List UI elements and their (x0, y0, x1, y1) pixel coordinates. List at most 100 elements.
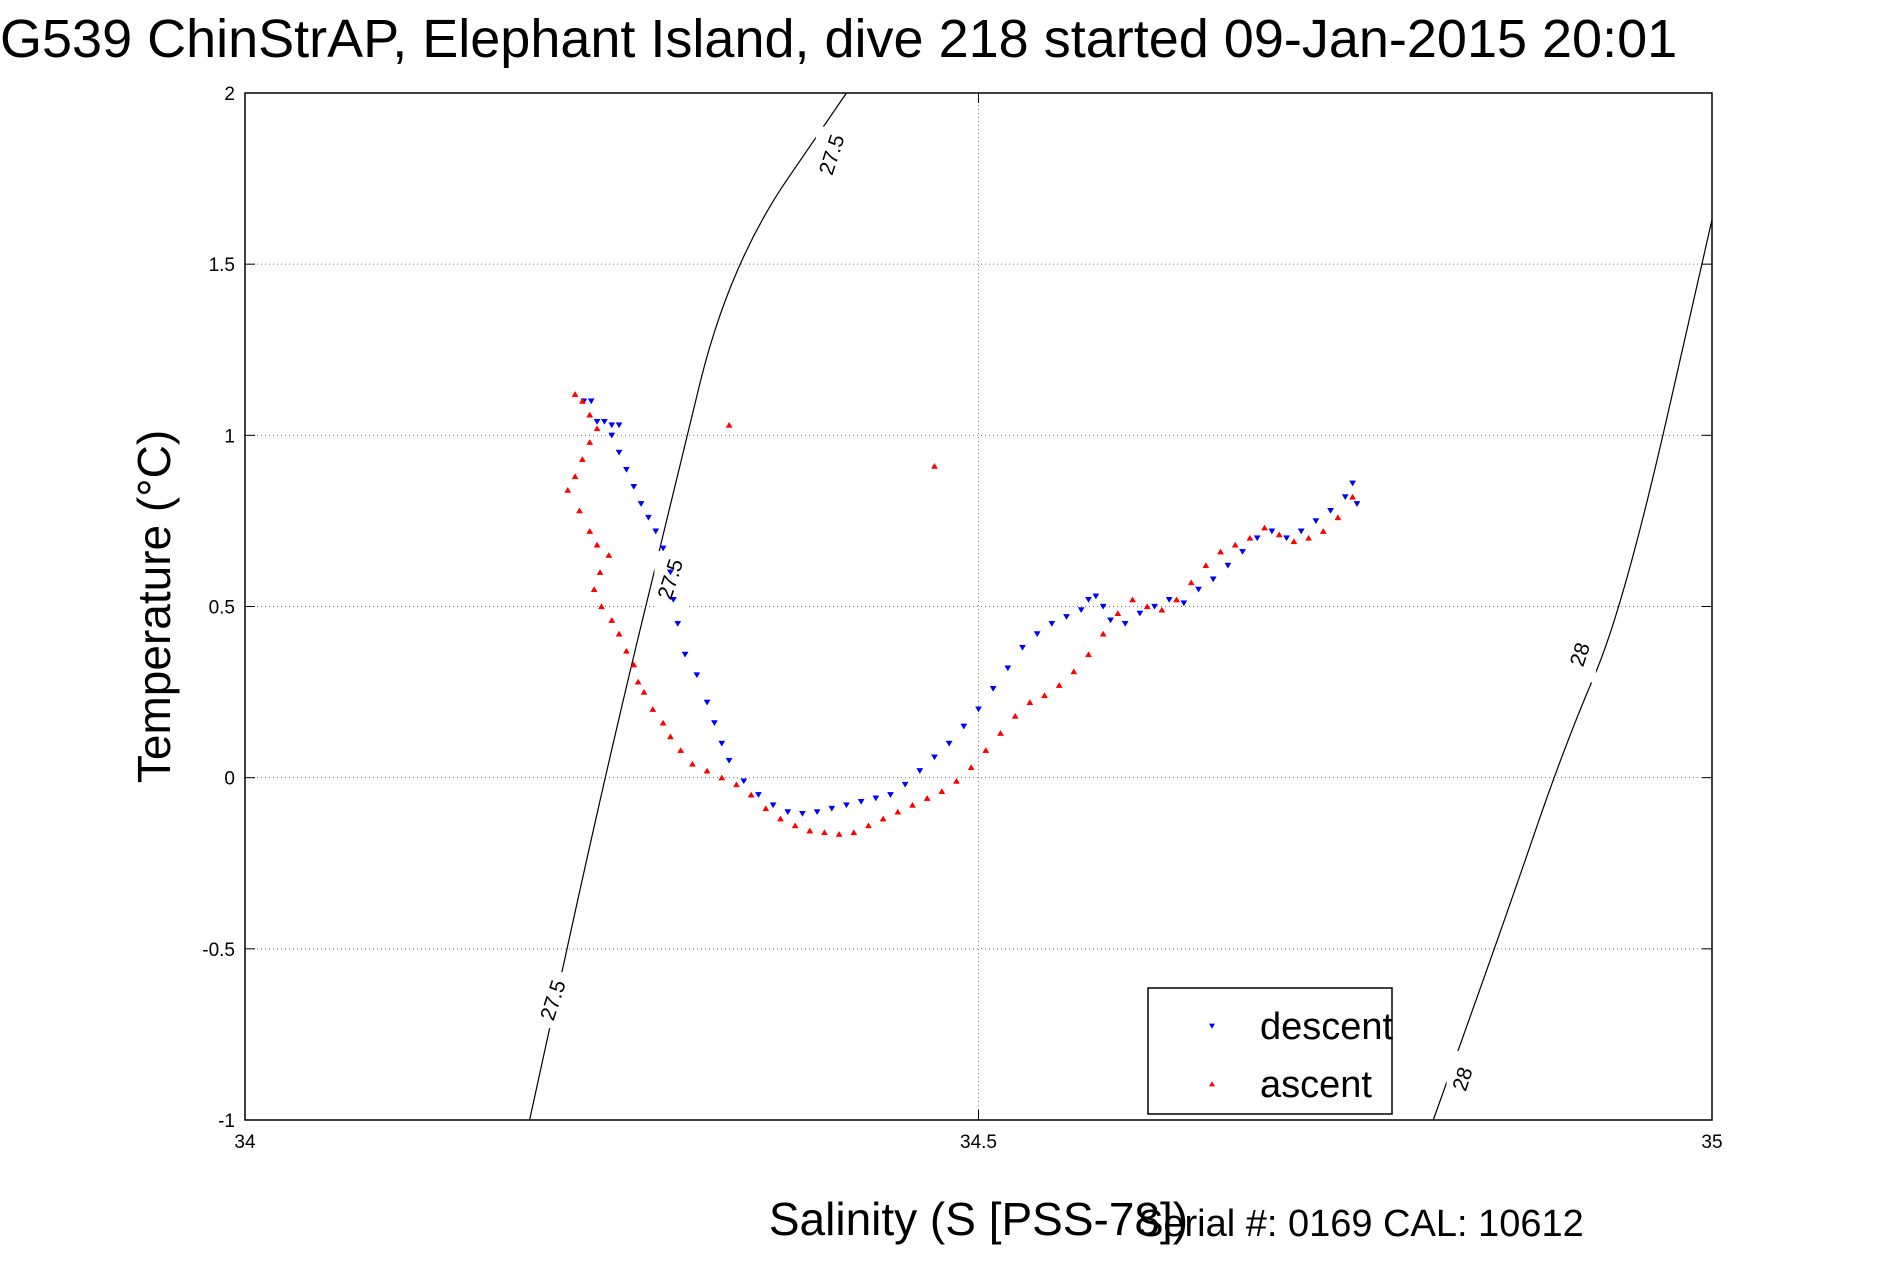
ascent-point (1129, 596, 1136, 603)
ascent-point (703, 767, 711, 774)
ascent-point (1187, 579, 1195, 586)
chart-title: G539 ChinStrAP, Elephant Island, dive 21… (0, 9, 1678, 69)
descent-point (1151, 603, 1158, 610)
x-tick-label: 35 (1701, 1132, 1722, 1153)
ascent-point (894, 808, 902, 815)
ascent-point (1217, 548, 1224, 555)
ascent-point (1275, 531, 1283, 538)
ascent-point (923, 795, 931, 801)
descent-point (1077, 607, 1085, 614)
descent-point (887, 792, 894, 798)
descent-point (1268, 528, 1276, 535)
ascent-point (938, 788, 946, 795)
ascent-point (578, 456, 586, 462)
descent-point (1085, 597, 1092, 603)
descent-point (828, 805, 836, 812)
ascent-point (1070, 668, 1078, 675)
descent-point (1253, 535, 1261, 542)
ascent-point (590, 586, 598, 593)
descent-point (630, 484, 638, 490)
ascent-point (615, 630, 623, 637)
legend-label-descent: descent (1260, 1006, 1394, 1048)
ascent-point (564, 486, 572, 493)
ascent-point (593, 425, 601, 432)
ascent-point (1143, 603, 1151, 610)
ascent-point (593, 541, 601, 548)
descent-point (1349, 480, 1357, 487)
ascent-point (596, 569, 604, 575)
descent-point (1341, 494, 1349, 501)
descent-point (718, 740, 726, 747)
ascent-point (659, 719, 667, 726)
descent-point (989, 686, 997, 692)
ascent-point (1085, 651, 1092, 658)
descent-point (901, 781, 909, 788)
ascent-point (1261, 524, 1268, 531)
y-tick-label: -1 (218, 1111, 235, 1132)
ascent-point (1319, 527, 1327, 534)
descent-point (945, 740, 953, 747)
descent-point (644, 514, 652, 521)
ascent-point (1041, 692, 1048, 699)
ascent-point (931, 462, 938, 469)
descent-point (1019, 644, 1026, 651)
ascent-point (571, 473, 579, 480)
ascent-point (1246, 534, 1254, 541)
ascent-point (666, 733, 674, 740)
legend-marker-descent (1209, 1023, 1215, 1029)
descent-point (681, 651, 689, 658)
y-tick-label: 0 (224, 769, 235, 790)
ascent-point (1026, 699, 1034, 706)
descent-point (652, 528, 660, 535)
descent-point (1004, 665, 1012, 672)
descent-point (587, 398, 595, 405)
data-points (564, 391, 1361, 837)
ascent-point (747, 791, 755, 798)
y-axis-label: Temperature (°C) (128, 430, 180, 783)
ascent-point (1305, 534, 1313, 541)
ascent-point (1114, 610, 1122, 616)
contour-label-bg (1446, 1050, 1479, 1107)
ascent-point (598, 603, 605, 610)
ascent-point (1173, 596, 1180, 603)
descent-point (755, 792, 762, 798)
descent-point (693, 672, 701, 679)
descent-point (1327, 507, 1335, 514)
descent-point (1099, 603, 1107, 610)
descent-point (674, 620, 682, 627)
descent-point (769, 802, 777, 809)
ascent-point (1231, 541, 1239, 548)
ascent-point (1349, 493, 1357, 500)
descent-point (1312, 518, 1320, 525)
ascent-point (1158, 606, 1166, 613)
descent-point (1283, 535, 1291, 542)
y-tick-label: -0.5 (202, 940, 235, 961)
contour-label-bg (815, 126, 848, 183)
contour-label-bg (1563, 626, 1596, 683)
ascent-point (649, 706, 657, 712)
ascent-point (725, 421, 733, 428)
descent-point (622, 466, 630, 473)
ascent-point (622, 647, 630, 654)
descent-point (703, 699, 711, 706)
ascent-point (1011, 712, 1019, 719)
ascent-point (777, 815, 784, 822)
descent-point (1195, 586, 1202, 593)
descent-point (600, 418, 608, 425)
ascent-point (634, 678, 642, 685)
descent-point (725, 757, 733, 764)
descent-point (784, 809, 792, 816)
ascent-point (733, 781, 740, 788)
descent-point (1063, 614, 1070, 620)
ascent-point (571, 391, 579, 397)
ascent-point (953, 777, 960, 784)
descent-point (615, 422, 623, 429)
descent-point (711, 720, 718, 727)
ascent-point (967, 764, 975, 771)
ascent-point (1202, 562, 1210, 569)
ascent-point (630, 661, 638, 668)
descent-point (637, 501, 645, 507)
descent-point (615, 449, 623, 456)
legend-label-ascent: ascent (1260, 1064, 1372, 1106)
ascent-point (576, 507, 583, 514)
